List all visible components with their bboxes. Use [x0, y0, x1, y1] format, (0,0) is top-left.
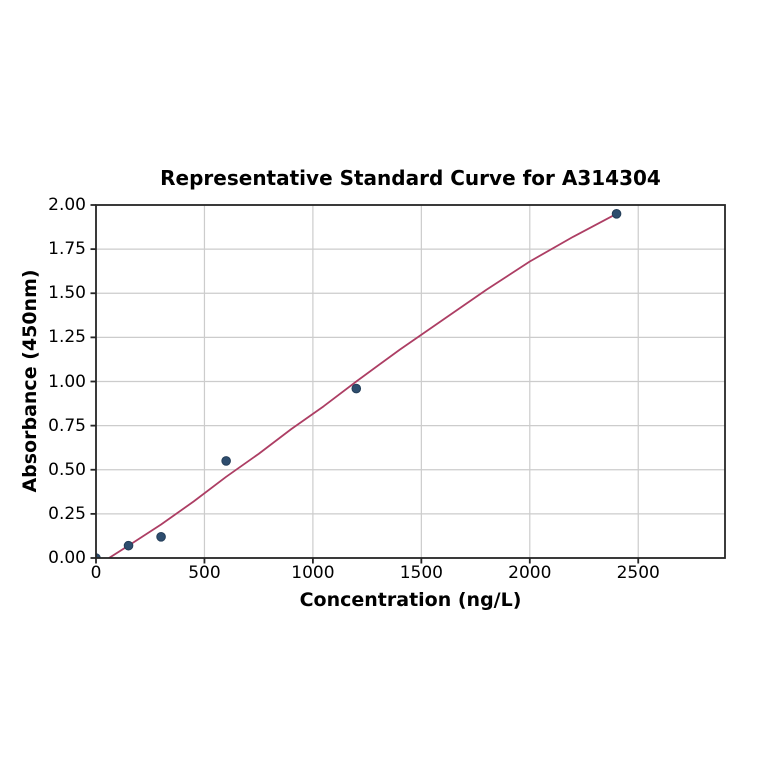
data-point — [156, 532, 166, 542]
y-tick-label: 0.75 — [48, 415, 86, 436]
data-point — [221, 456, 231, 466]
data-point — [123, 540, 134, 551]
y-tick-label: 0.50 — [48, 459, 86, 480]
data-point — [351, 383, 362, 394]
x-tick-label: 2000 — [508, 563, 552, 583]
x-axis-label: Concentration (ng/L) — [299, 589, 522, 611]
x-tick-label: 1500 — [399, 563, 443, 583]
chart-title: Representative Standard Curve for A31430… — [160, 166, 661, 190]
y-tick-label: 1.50 — [48, 283, 86, 304]
y-tick-label: 1.75 — [48, 239, 86, 260]
y-tick-label: 2.00 — [48, 195, 86, 215]
y-tick-label: 1.00 — [48, 371, 86, 392]
fit-curve — [108, 213, 617, 558]
x-tick-label: 0 — [90, 563, 102, 583]
y-tick-label: 0.25 — [48, 503, 86, 524]
x-tick-label: 2500 — [616, 563, 660, 583]
x-tick-label: 500 — [188, 563, 221, 583]
data-point — [611, 209, 622, 219]
y-tick-label: 0.00 — [48, 548, 86, 568]
data-point — [96, 553, 101, 558]
x-tick-label: 1000 — [291, 563, 335, 583]
y-tick-label: 1.25 — [48, 327, 86, 348]
